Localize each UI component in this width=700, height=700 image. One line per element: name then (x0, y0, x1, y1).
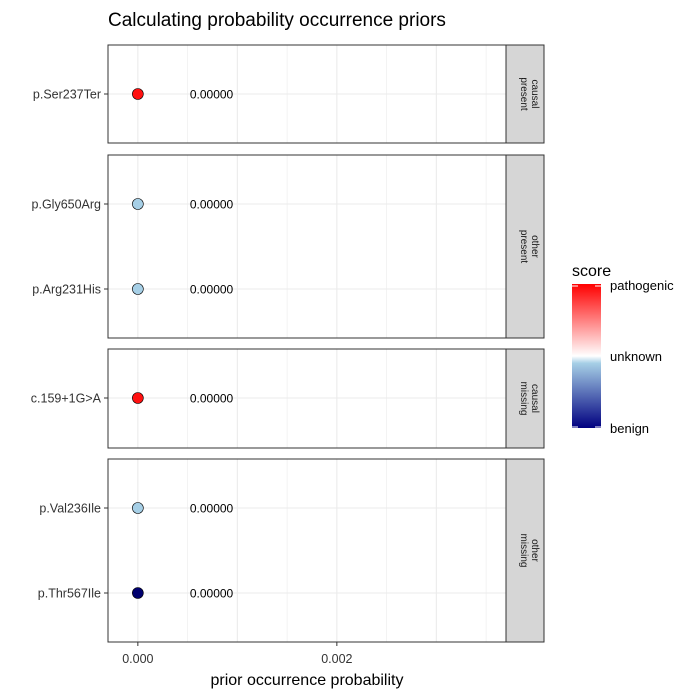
y-tick-label: p.Gly650Arg (32, 198, 102, 212)
chart-title: Calculating probability occurrence prior… (108, 10, 446, 31)
data-point (132, 502, 144, 514)
data-label: 0.00000 (190, 392, 234, 406)
y-tick-label: p.Ser237Ter (33, 88, 101, 102)
legend-label-unknown: unknown (610, 349, 662, 364)
facet-strip (505, 154, 545, 339)
x-axis: 0.000 0.002 (122, 642, 353, 666)
y-tick-label: p.Arg231His (32, 283, 101, 297)
data-label: 0.00000 (190, 198, 234, 212)
data-label: 0.00000 (190, 587, 234, 601)
y-tick-label: c.159+1G>A (31, 392, 102, 406)
facet-strip-label: causal (529, 80, 540, 109)
facet-strip-label: other (529, 539, 540, 562)
data-point (132, 283, 144, 295)
data-point (132, 198, 144, 210)
y-tick-label: p.Thr567Ile (38, 587, 101, 601)
facet-panel: 0.00000 p.Val236Ile 0.00000 p.Thr567Ile miss… (38, 458, 545, 643)
legend-label-benign: benign (610, 421, 649, 436)
data-point (132, 587, 144, 599)
legend-title: score (572, 263, 611, 280)
facet-strip (505, 44, 545, 144)
facet-strip-label: missing (518, 382, 529, 416)
x-axis-label: prior occurrence probability (211, 672, 404, 689)
facet-strip (505, 458, 545, 643)
facet-panel: 0.00000 p.Gly650Arg 0.00000 p.Arg231His pres… (32, 154, 545, 339)
data-label: 0.00000 (190, 283, 234, 297)
data-label: 0.00000 (190, 502, 234, 516)
facet-panel: 0.00000 p.Ser237Ter present causal (33, 44, 545, 144)
panel-background (108, 459, 506, 642)
panel-background (108, 155, 506, 338)
data-point (132, 88, 144, 100)
facet-strip-label: other (529, 235, 540, 258)
data-label: 0.00000 (190, 88, 234, 102)
legend-label-pathogenic: pathogenic (610, 278, 674, 293)
facet-strip-label: causal (529, 384, 540, 413)
facet-strip-label: present (518, 77, 529, 111)
facet-panel: 0.00000 c.159+1G>A missing causal (31, 348, 545, 449)
facet-strip (505, 348, 545, 449)
data-point (132, 392, 144, 404)
facet-strip-label: present (518, 230, 529, 264)
facet-strip-label: missing (518, 534, 529, 568)
x-tick-label: 0.000 (122, 652, 153, 666)
x-tick-label: 0.002 (321, 652, 352, 666)
legend: score pathogenic unknown benign (572, 263, 674, 436)
y-tick-label: p.Val236Ile (39, 502, 101, 516)
